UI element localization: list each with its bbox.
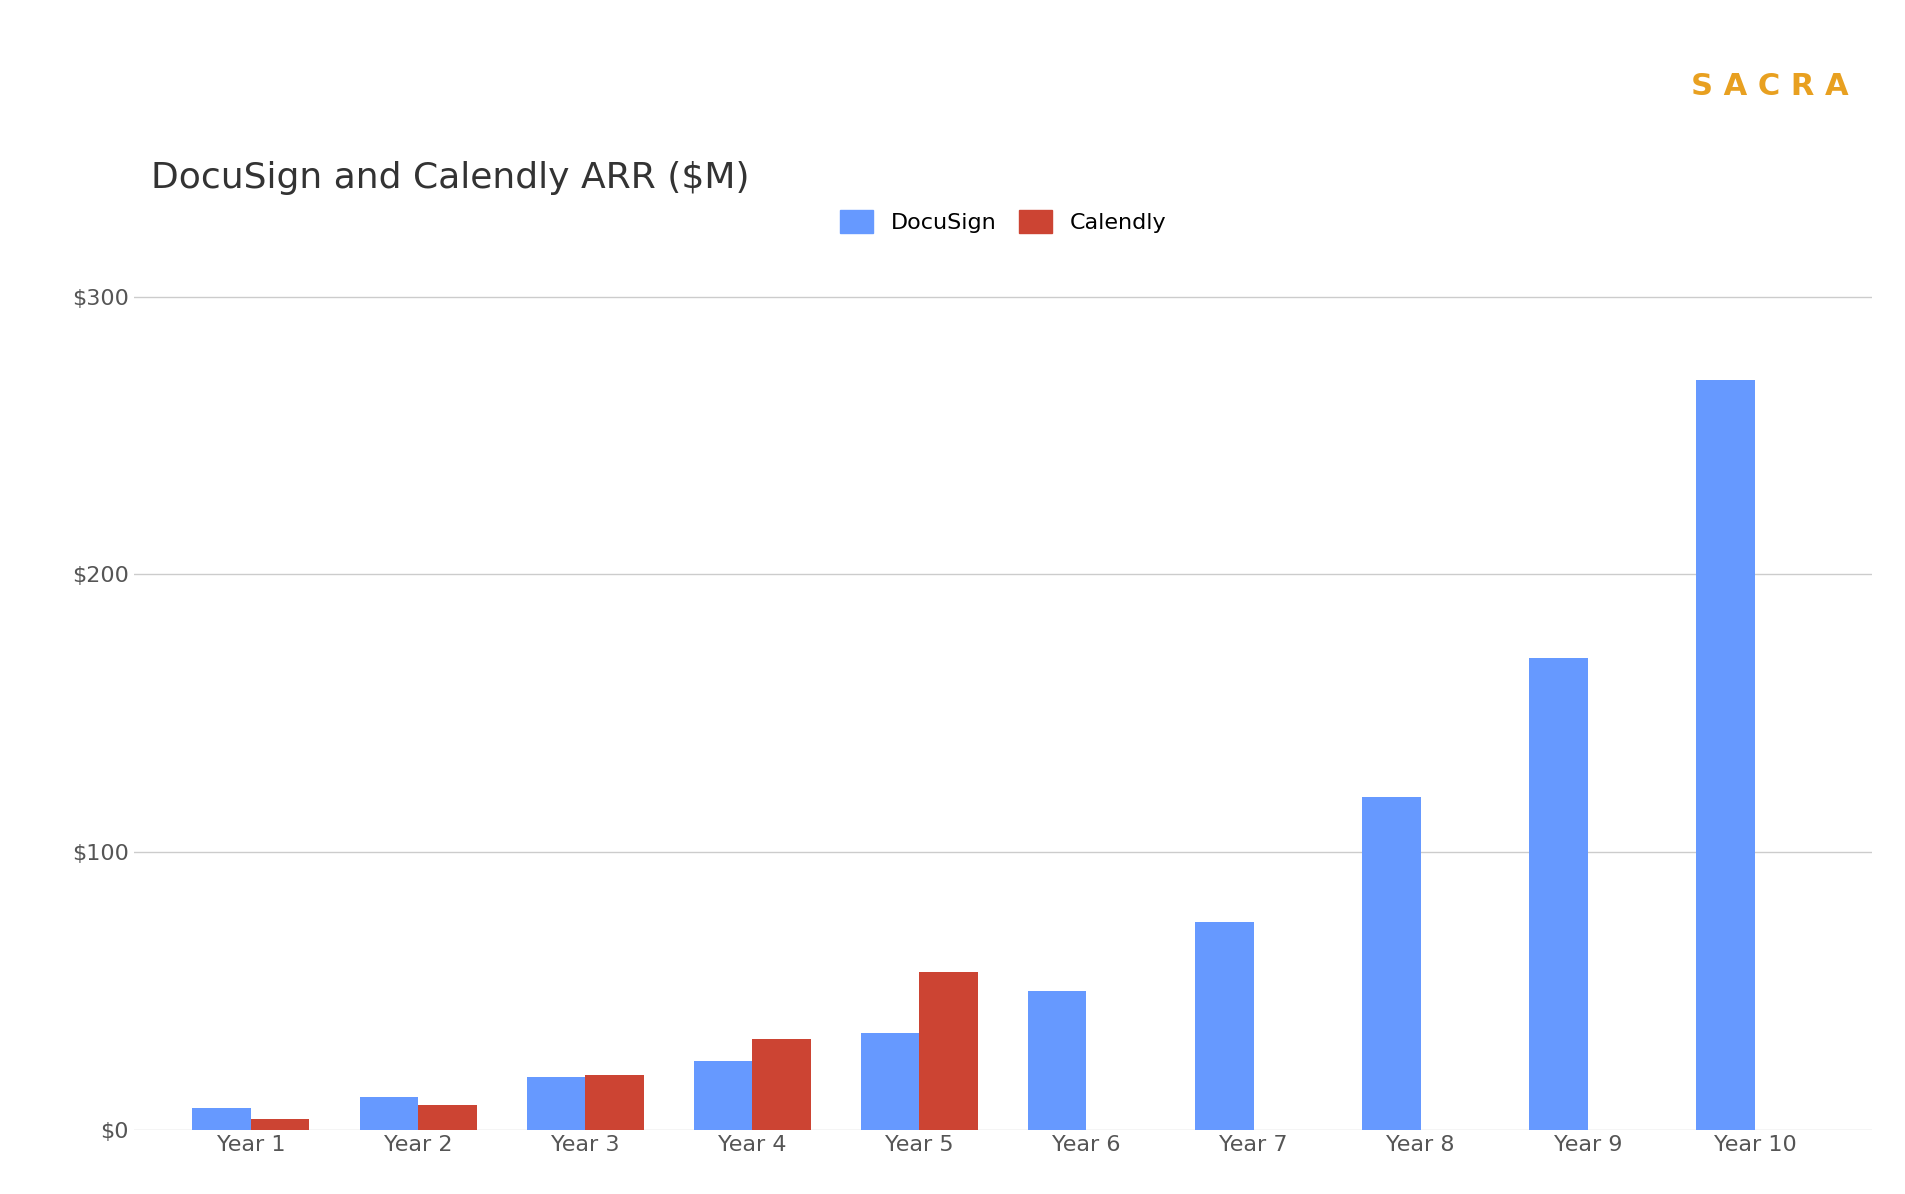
Bar xyxy=(861,1033,918,1131)
Bar xyxy=(693,1060,752,1131)
Bar xyxy=(1695,380,1755,1131)
Bar xyxy=(1194,922,1253,1131)
Bar xyxy=(192,1108,251,1131)
Bar xyxy=(918,972,977,1131)
Bar xyxy=(417,1106,476,1131)
Text: DocuSign and Calendly ARR ($M): DocuSign and Calendly ARR ($M) xyxy=(150,161,749,195)
Bar xyxy=(360,1097,417,1131)
Bar xyxy=(1027,991,1086,1131)
Bar xyxy=(251,1119,309,1131)
Text: S A C R A: S A C R A xyxy=(1690,72,1848,100)
Legend: DocuSign, Calendly: DocuSign, Calendly xyxy=(829,198,1177,244)
Bar xyxy=(585,1075,644,1131)
Bar xyxy=(1362,796,1419,1131)
Bar xyxy=(526,1077,585,1131)
Bar xyxy=(1528,658,1587,1131)
Bar xyxy=(752,1039,810,1131)
